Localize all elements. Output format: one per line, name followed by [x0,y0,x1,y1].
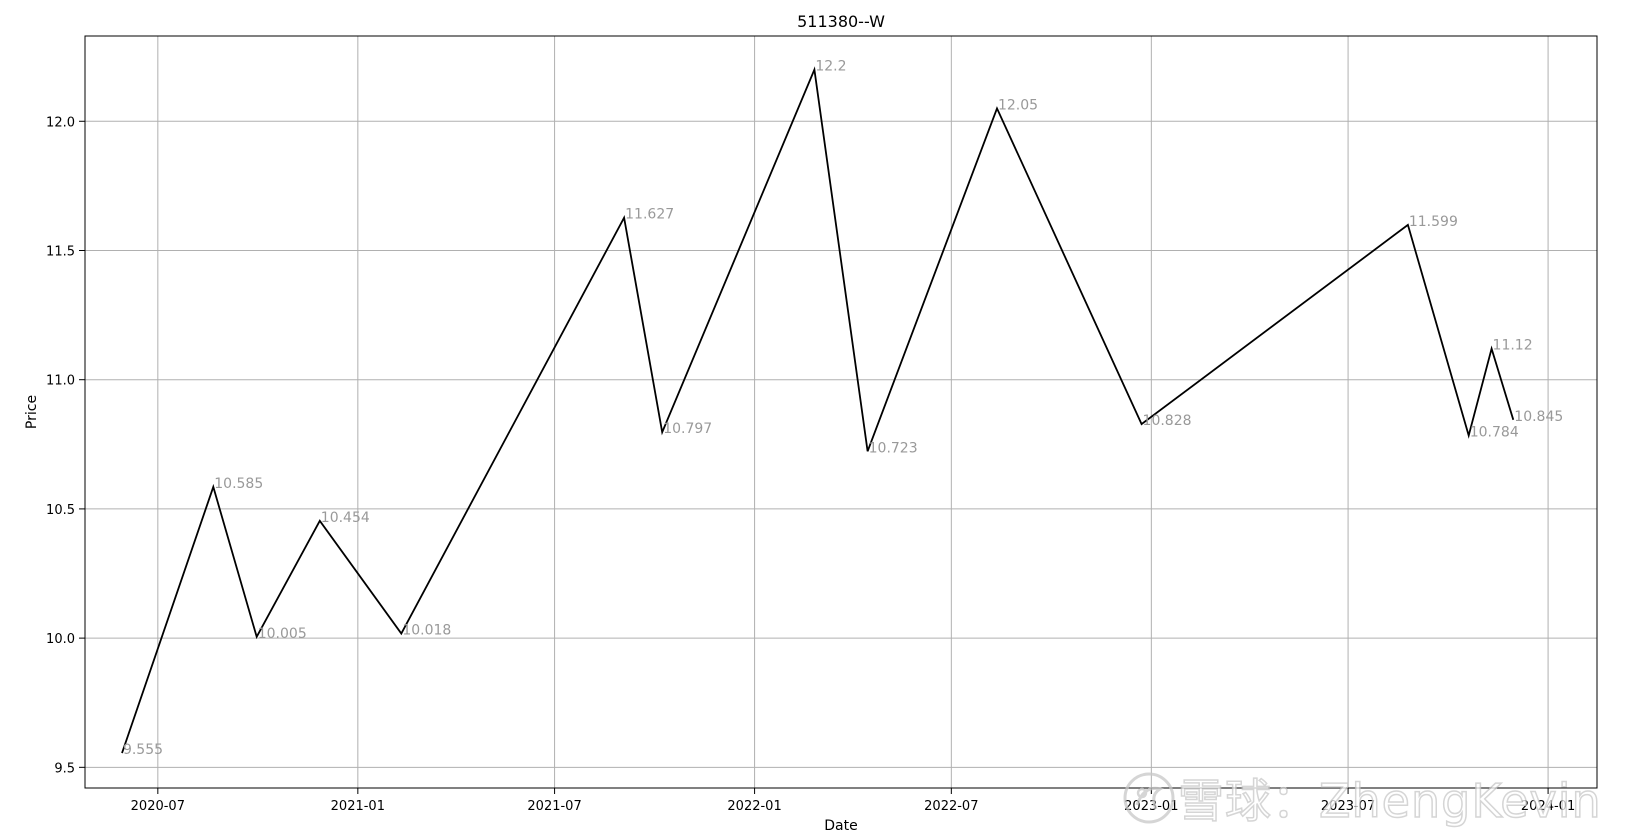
y-axis-title: Price [24,395,40,429]
axis-ticks: 2020-07 2021-01 2021-07 2022-01 2022-07 2023-… [46,115,1575,814]
series [121,66,1515,754]
data-label: 10.845 [1514,409,1563,425]
x-tick-label: 2021-01 [331,799,385,814]
data-label: 10.018 [402,622,451,638]
y-tick-label: 10.0 [46,632,75,647]
y-tick-label: 10.5 [46,503,75,518]
y-tick-label: 11.0 [46,374,75,389]
x-tick-label: 2024-01 [1521,799,1575,814]
y-tick-label: 12.0 [46,115,75,130]
y-tick-label: 11.5 [46,244,75,259]
data-label: 12.05 [998,97,1038,113]
y-tick-label: 9.5 [54,761,75,776]
x-axis-title: Date [824,818,857,834]
data-label: 10.454 [321,510,370,526]
data-label: 10.797 [663,421,712,437]
data-label: 10.585 [214,476,263,492]
data-label: 12.2 [815,59,846,75]
data-labels: 9.555 10.585 10.005 10.454 10.018 11.627 10.79… [123,59,1563,759]
chart-title: 511380--W [797,12,885,31]
data-label: 10.784 [1470,425,1519,441]
data-label: 10.005 [258,626,307,642]
x-tick-label: 2022-01 [727,799,781,814]
data-label: 9.555 [123,742,163,758]
data-label: 11.627 [625,207,674,223]
data-label: 11.599 [1409,214,1458,230]
x-tick-label: 2021-07 [527,799,581,814]
series-line [121,66,1515,754]
watermark: 雪球：ZhengKevin [1120,768,1602,829]
x-tick-label: 2022-07 [924,799,978,814]
grid [85,36,1597,788]
x-tick-label: 2023-07 [1321,799,1375,814]
watermark-text: 雪球：ZhengKevin [1177,773,1602,829]
snowball-logo-icon [1123,772,1175,824]
data-label: 10.723 [869,440,918,456]
plot-area-frame [84,35,1598,789]
x-tick-label: 2020-07 [131,799,185,814]
data-label: 11.12 [1493,338,1533,354]
data-label: 10.828 [1143,413,1192,429]
